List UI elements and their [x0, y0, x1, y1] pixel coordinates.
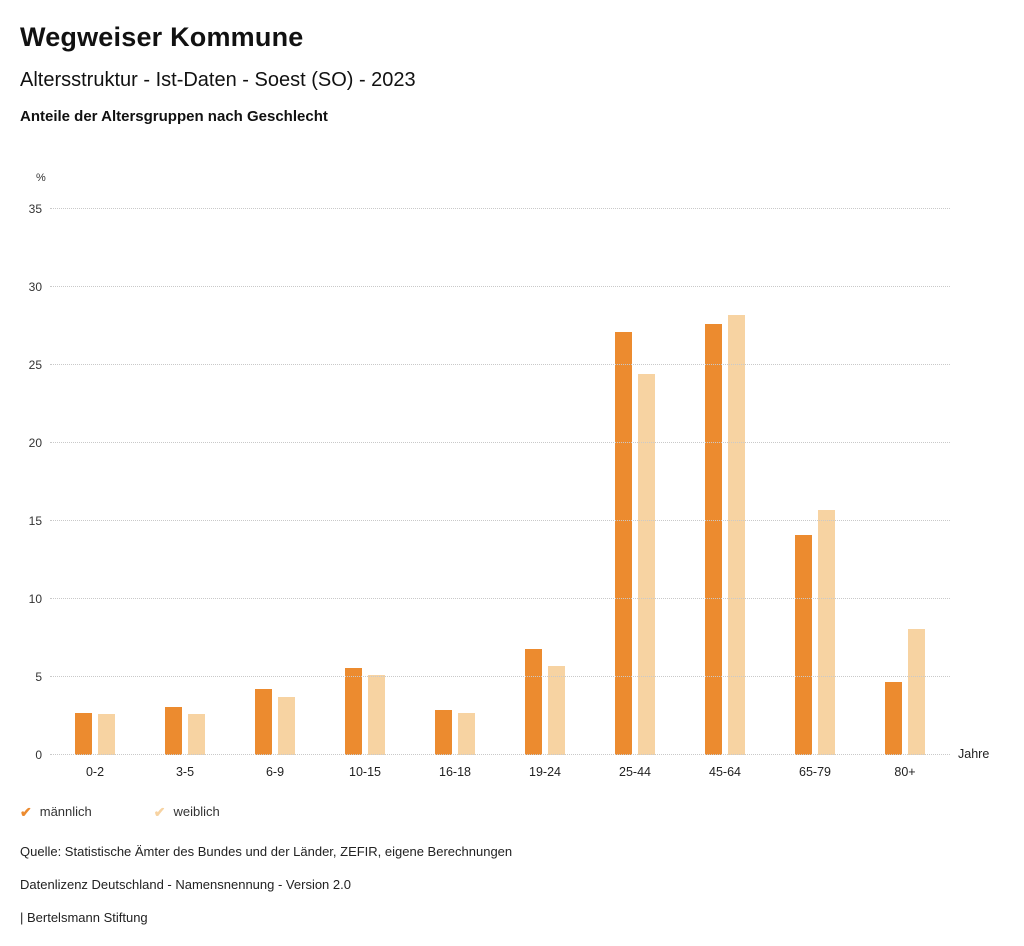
gridline-0 [50, 754, 950, 755]
bar-weiblich-0-2 [98, 714, 115, 755]
bar-weiblich-6-9 [278, 697, 295, 755]
legend-item-label: weiblich [173, 804, 220, 819]
y-tick-label-25: 25 [28, 358, 42, 372]
legend-item-weiblich[interactable]: ✔ weiblich [154, 804, 220, 819]
bar-group-3-5 [140, 209, 230, 755]
check-icon: ✔ [20, 803, 32, 820]
x-tick-label-10-15: 10-15 [349, 765, 381, 779]
bar-männlich-0-2 [75, 712, 92, 755]
bar-weiblich-45-64 [728, 315, 745, 755]
bar-weiblich-65-79 [818, 510, 835, 755]
x-tick-label-45-64: 45-64 [709, 765, 741, 779]
bar-männlich-25-44 [615, 332, 632, 755]
footer-attribution: | Bertelsmann Stiftung [20, 910, 148, 925]
gridline-30 [50, 286, 950, 287]
y-tick-label-35: 35 [28, 202, 42, 216]
bar-männlich-3-5 [165, 706, 182, 755]
gridline-10 [50, 598, 950, 599]
bar-group-45-64 [680, 209, 770, 755]
page-subtitle: Altersstruktur - Ist-Daten - Soest (SO) … [20, 69, 416, 91]
gridline-25 [50, 364, 950, 365]
bar-männlich-19-24 [525, 648, 542, 755]
bar-männlich-45-64 [705, 324, 722, 755]
bar-weiblich-10-15 [368, 675, 385, 755]
bar-group-0-2 [50, 209, 140, 755]
bar-group-19-24 [500, 209, 590, 755]
chart-title: Anteile der Altersgruppen nach Geschlech… [20, 108, 328, 125]
bar-weiblich-16-18 [458, 712, 475, 755]
x-tick-label-19-24: 19-24 [529, 765, 561, 779]
legend-item-männlich[interactable]: ✔ männlich [20, 804, 92, 819]
y-tick-label-0: 0 [35, 748, 42, 762]
chart-legend: ✔ männlich ✔ weiblich [20, 804, 220, 819]
y-tick-label-20: 20 [28, 436, 42, 450]
x-tick-label-6-9: 6-9 [265, 765, 285, 779]
gridline-35 [50, 208, 950, 209]
footer: Quelle: Statistische Ämter des Bundes un… [20, 844, 512, 943]
bar-groups [50, 209, 950, 755]
footer-license: Datenlizenz Deutschland - Namensnennung … [20, 877, 351, 892]
y-tick-label-10: 10 [28, 592, 42, 606]
check-icon: ✔ [153, 803, 166, 820]
plot-area: 0 5 10 15 20 25 30 35 [29, 202, 950, 762]
bar-group-80+ [860, 209, 950, 755]
bar-group-65-79 [770, 209, 860, 755]
x-axis-unit-label: Jahre [958, 747, 990, 761]
bar-weiblich-25-44 [638, 374, 655, 755]
bar-group-10-15 [320, 209, 410, 755]
bar-männlich-10-15 [345, 667, 362, 755]
gridline-20 [50, 442, 950, 443]
bar-weiblich-80+ [908, 628, 925, 755]
bar-männlich-80+ [885, 681, 902, 755]
x-tick-label-25-44: 25-44 [619, 765, 651, 779]
y-tick-label-5: 5 [35, 670, 42, 684]
x-tick-label-0-2: 0-2 [85, 765, 105, 779]
legend-item-label: männlich [39, 804, 92, 819]
footer-source: Quelle: Statistische Ämter des Bundes un… [20, 844, 513, 859]
y-axis-unit-label: % [36, 172, 46, 184]
x-tick-label-65-79: 65-79 [799, 765, 831, 779]
page-title: Wegweiser Kommune [20, 22, 304, 52]
x-tick-label-80+: 80+ [894, 765, 916, 779]
x-axis-labels: 0-2 3-5 6-9 10-15 16-18 19-24 25-44 45-64 65-79 8… [50, 765, 950, 779]
gridline-15 [50, 520, 950, 521]
x-tick-label-3-5: 3-5 [175, 765, 195, 779]
x-tick-label-16-18: 16-18 [439, 765, 471, 779]
bar-männlich-6-9 [255, 689, 272, 755]
gridline-5 [50, 676, 950, 677]
bar-männlich-16-18 [435, 709, 452, 755]
bar-group-6-9 [230, 209, 320, 755]
y-tick-label-30: 30 [28, 280, 42, 294]
bar-weiblich-19-24 [548, 666, 565, 755]
bar-group-25-44 [590, 209, 680, 755]
bar-weiblich-3-5 [188, 714, 205, 755]
bar-group-16-18 [410, 209, 500, 755]
y-tick-label-15: 15 [28, 514, 42, 528]
bar-männlich-65-79 [795, 535, 812, 755]
